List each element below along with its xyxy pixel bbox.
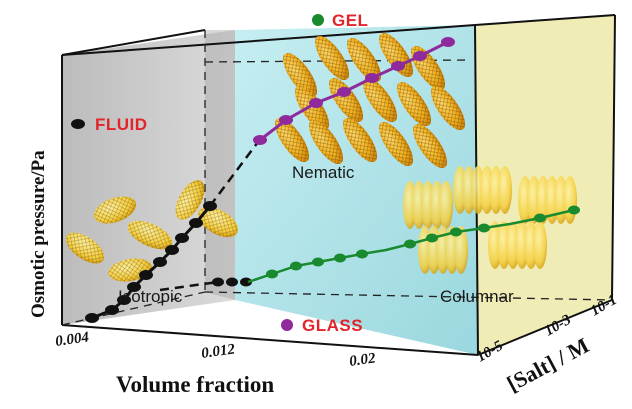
left-panel <box>62 30 235 325</box>
x-tick-1: 0.012 <box>200 341 236 362</box>
legend-fluid: FLUID <box>71 115 148 134</box>
nematic-curve <box>253 37 455 145</box>
columnar-particles <box>403 166 577 274</box>
isotropic-label: Isotropic <box>118 287 183 306</box>
fluid-label: FLUID <box>95 115 148 134</box>
nematic-particles <box>274 32 466 169</box>
fluid-curve <box>85 141 259 323</box>
fluid-marker <box>71 119 85 129</box>
columnar-label: Columnar <box>440 287 514 306</box>
y-axis-label: Osmotic pressure/Pa <box>28 150 49 318</box>
x-tick-2: 0.02 <box>348 350 377 370</box>
gel-label: GEL <box>332 11 368 30</box>
back-plane <box>205 30 235 300</box>
columnar-curve <box>247 205 580 284</box>
legend-gel: GEL <box>312 11 368 30</box>
z-axis-label: [Salt] / M <box>503 332 594 396</box>
x-tick-0: 0.004 <box>54 329 90 350</box>
glass-label: GLASS <box>302 316 363 335</box>
legend-glass: GLASS <box>281 316 363 335</box>
glass-marker <box>281 319 293 331</box>
nematic-label: Nematic <box>292 163 355 182</box>
x-axis-label: Volume fraction <box>116 372 274 397</box>
gel-marker <box>312 14 324 26</box>
